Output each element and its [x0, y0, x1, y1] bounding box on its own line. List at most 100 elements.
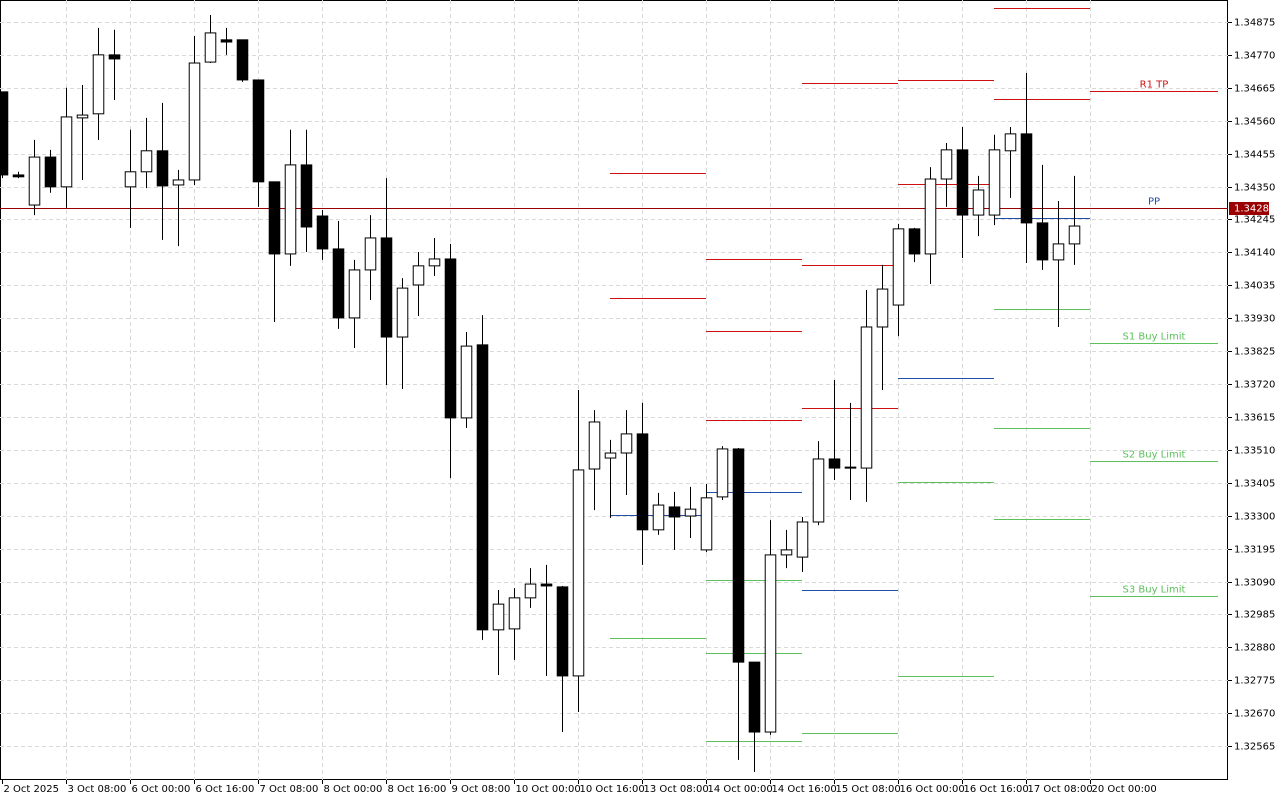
y-tick-label: 1.33300	[1234, 512, 1275, 523]
candle	[108, 29, 121, 101]
candle	[140, 117, 153, 189]
y-tick-label: 1.32670	[1234, 709, 1275, 720]
candle	[908, 227, 921, 263]
candle-body	[876, 288, 889, 328]
candle-body	[348, 269, 361, 319]
x-tick-label: 16 Oct 16:00	[964, 784, 1029, 795]
candle	[60, 87, 73, 208]
candle-body	[284, 164, 297, 255]
candle	[668, 491, 681, 550]
candle-body	[220, 39, 233, 43]
candle	[764, 520, 777, 735]
candle	[188, 36, 201, 185]
plot-frame	[0, 0, 1228, 780]
candle	[396, 278, 409, 390]
candle-body	[124, 171, 137, 188]
candle-body	[0, 91, 9, 176]
level-label: S3 Buy Limit	[1123, 585, 1186, 596]
candle-body	[156, 150, 169, 187]
candle-body	[476, 344, 489, 631]
candle	[28, 139, 41, 216]
candle	[332, 221, 345, 329]
y-tick-label: 1.34350	[1234, 183, 1275, 194]
x-tick-label: 6 Oct 16:00	[196, 784, 255, 795]
x-tick-label: 20 Oct 00:00	[1092, 784, 1157, 795]
candle	[316, 210, 329, 260]
candle	[524, 568, 537, 608]
candle	[444, 243, 457, 479]
candle	[92, 27, 105, 140]
candle	[876, 264, 889, 390]
x-tick-label: 7 Oct 08:00	[260, 784, 319, 795]
candle-body	[540, 583, 553, 587]
y-tick-label: 1.34770	[1234, 51, 1275, 62]
candle-body	[924, 178, 937, 255]
candle	[956, 126, 969, 259]
candle	[812, 441, 825, 526]
candle	[364, 215, 377, 301]
candle	[716, 446, 729, 501]
x-tick-label: 8 Oct 16:00	[388, 784, 447, 795]
candle-body	[92, 54, 105, 115]
candle	[828, 379, 841, 480]
candle-body	[412, 265, 425, 286]
y-tick-label: 1.33825	[1234, 347, 1275, 358]
level-label: PP	[1148, 197, 1160, 208]
candle	[1052, 200, 1065, 327]
candle	[1068, 175, 1081, 265]
candle	[748, 661, 761, 772]
candle	[796, 516, 809, 572]
candle-body	[44, 156, 57, 188]
candle-body	[252, 79, 265, 183]
candle	[380, 178, 393, 385]
candle-body	[524, 583, 537, 599]
y-tick-label: 1.32775	[1234, 676, 1275, 687]
x-tick-label: 10 Oct 16:00	[580, 784, 645, 795]
last-price-box	[1229, 202, 1269, 215]
y-tick-label: 1.34035	[1234, 281, 1275, 292]
candle	[300, 129, 313, 253]
candle-body	[428, 258, 441, 267]
x-tick-label: 14 Oct 16:00	[772, 784, 837, 795]
candle-body	[556, 586, 569, 677]
candle-body	[956, 149, 969, 216]
candle	[892, 223, 905, 337]
candle-body	[508, 597, 521, 630]
candle-body	[76, 114, 89, 119]
candle	[252, 79, 265, 207]
candle-body	[1068, 225, 1081, 245]
candle	[636, 402, 649, 565]
candle	[124, 129, 137, 228]
candle	[924, 167, 937, 285]
level-label: S2 Buy Limit	[1123, 450, 1186, 461]
y-tick-label: 1.33720	[1234, 380, 1275, 391]
x-tick-label: 13 Oct 08:00	[644, 784, 709, 795]
candle-body	[460, 345, 473, 419]
x-tick-label: 9 Oct 08:00	[452, 784, 511, 795]
x-tick-label: 10 Oct 00:00	[516, 784, 581, 795]
candle-body	[716, 448, 729, 498]
candle-body	[700, 497, 713, 551]
candle-body	[1036, 222, 1049, 261]
candle-body	[732, 448, 745, 663]
x-tick-label: 8 Oct 00:00	[324, 784, 383, 795]
candle-body	[380, 237, 393, 338]
candle	[492, 590, 505, 675]
candle	[732, 447, 745, 760]
candle-body	[844, 466, 857, 469]
candle-body	[588, 421, 601, 470]
y-tick-label: 1.32880	[1234, 643, 1275, 654]
y-tick-label: 1.33615	[1234, 413, 1275, 424]
y-tick-label: 1.33930	[1234, 314, 1275, 325]
candle-body	[972, 189, 985, 216]
candle-body	[828, 458, 841, 469]
candle	[204, 15, 217, 64]
candle-body	[652, 504, 665, 531]
candle	[540, 564, 553, 676]
candle-body	[780, 549, 793, 556]
candle-body	[668, 506, 681, 518]
candle	[220, 27, 233, 55]
candle-body	[636, 433, 649, 531]
candle-body	[492, 603, 505, 631]
candle-body	[316, 215, 329, 250]
